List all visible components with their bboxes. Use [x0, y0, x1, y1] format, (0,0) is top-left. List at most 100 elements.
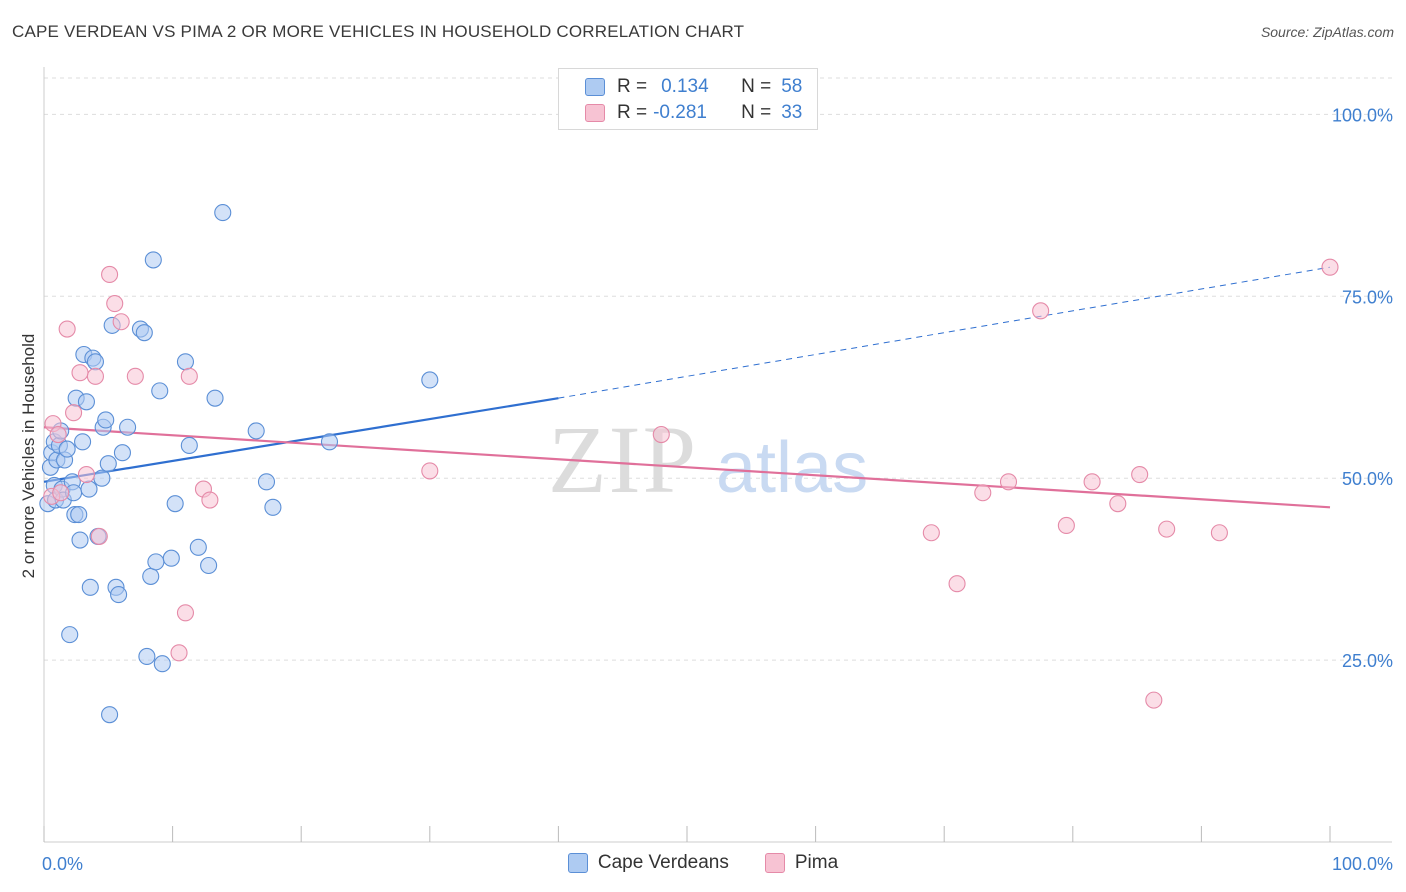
label-layer: 25.0% 50.0% 75.0% 100.0% 0.0% 100.0% — [42, 105, 1393, 874]
data-point-cape-verdeans — [61, 626, 79, 644]
r-value: -0.281 — [653, 102, 707, 123]
data-point-cape-verdeans — [162, 549, 180, 567]
data-point-cape-verdeans — [144, 251, 162, 269]
y-tick-label: 50.0% — [1342, 469, 1393, 489]
data-point-pima — [49, 425, 67, 444]
y-tick-label: 75.0% — [1342, 287, 1393, 307]
data-point-cape-verdeans — [99, 455, 117, 473]
legend-label-pima: Pima — [794, 852, 839, 873]
data-point-cape-verdeans — [74, 433, 92, 451]
legend-item-cape-verdeans: Cape Verdeans — [567, 852, 729, 874]
data-point-pima — [65, 404, 83, 422]
chart-title: CAPE VERDEAN VS PIMA 2 OR MORE VEHICLES … — [12, 22, 745, 41]
data-point-cape-verdeans — [206, 389, 224, 407]
data-point-cape-verdeans — [180, 436, 198, 454]
data-point-pima — [126, 367, 144, 385]
x-tick-label: 0.0% — [42, 854, 83, 874]
data-point-pima — [1145, 691, 1163, 709]
r-label: R = — [617, 76, 648, 97]
y-axis-label: 2 or more Vehicles in Household — [19, 334, 38, 579]
trend-layer — [43, 266, 1331, 509]
data-point-pima — [52, 484, 70, 502]
series-legend: Cape Verdeans Pima — [0, 852, 1406, 874]
pink-swatch — [585, 104, 605, 122]
blue-swatch — [585, 78, 605, 96]
data-point-pima — [1210, 524, 1228, 542]
stats-legend-row-pima: R = -0.281 N = 33 — [585, 101, 802, 125]
data-point-cape-verdeans — [86, 353, 104, 371]
x-tick-label: 100.0% — [1332, 854, 1393, 874]
data-point-cape-verdeans — [176, 353, 195, 371]
data-point-cape-verdeans — [189, 538, 207, 556]
data-point-cape-verdeans — [71, 531, 89, 549]
data-point-cape-verdeans — [147, 553, 165, 571]
data-point-pima — [421, 462, 439, 480]
data-point-cape-verdeans — [247, 422, 265, 440]
data-point-cape-verdeans — [70, 506, 88, 524]
data-point-cape-verdeans — [264, 498, 282, 516]
data-point-pima — [1109, 495, 1127, 513]
data-point-cape-verdeans — [214, 204, 232, 222]
data-point-cape-verdeans — [142, 567, 160, 585]
data-point-cape-verdeans — [153, 655, 171, 673]
y-tick-label: 25.0% — [1342, 651, 1393, 671]
watermark-atlas: atlas — [716, 428, 868, 508]
data-point-pima — [1032, 302, 1050, 320]
stats-legend-row-cape-verdeans: R = 0.134 N = 58 — [585, 75, 802, 99]
n-label: N = — [741, 76, 772, 97]
data-point-cape-verdeans — [110, 586, 128, 604]
data-point-pima — [170, 644, 188, 662]
data-point-pima — [201, 491, 219, 509]
n-label: N = — [741, 102, 772, 123]
data-point-pima — [999, 473, 1018, 491]
data-point-pima — [176, 604, 195, 622]
data-point-cape-verdeans — [138, 647, 156, 666]
trend-line-pima — [43, 426, 1331, 509]
trend-line-cape-verdeans-projection — [558, 266, 1331, 399]
data-point-pima — [77, 466, 95, 484]
r-value: 0.134 — [661, 76, 709, 97]
data-point-pima — [58, 320, 76, 338]
data-point-cape-verdeans — [93, 469, 111, 487]
pink-swatch — [764, 853, 785, 873]
data-point-pima — [974, 484, 992, 502]
data-point-cape-verdeans — [119, 418, 137, 436]
data-point-cape-verdeans — [81, 578, 99, 596]
data-point-cape-verdeans — [97, 411, 115, 429]
stats-legend: R = 0.134 N = 58 R = -0.281 N = 33 — [558, 68, 818, 130]
data-point-cape-verdeans — [113, 444, 131, 462]
data-point-pima — [1131, 466, 1149, 484]
data-point-pima — [948, 575, 966, 593]
data-point-cape-verdeans — [80, 480, 98, 498]
data-point-pima — [1321, 258, 1339, 276]
data-point-pima — [112, 313, 130, 331]
data-point-pima — [1083, 473, 1101, 491]
data-point-pima — [652, 425, 670, 444]
data-point-pima — [90, 527, 108, 545]
data-point-pima — [101, 265, 119, 284]
data-point-pima — [86, 367, 104, 385]
data-point-cape-verdeans — [200, 556, 218, 575]
r-label: R = — [617, 102, 648, 123]
n-value: 33 — [781, 102, 803, 123]
data-point-pima — [1057, 516, 1075, 535]
data-point-cape-verdeans — [101, 706, 119, 724]
data-point-pima — [180, 367, 198, 385]
data-point-pima — [1158, 520, 1176, 538]
legend-item-pima: Pima — [764, 852, 839, 874]
data-point-cape-verdeans — [77, 393, 95, 411]
data-point-pima — [106, 295, 124, 313]
points-layer — [39, 204, 1339, 724]
watermark: ZIP atlas — [548, 406, 868, 513]
blue-swatch — [567, 853, 588, 873]
data-point-cape-verdeans — [58, 440, 76, 458]
data-point-pima — [71, 364, 89, 382]
source-credit: Source: ZipAtlas.com — [1260, 24, 1394, 40]
data-point-cape-verdeans — [320, 433, 339, 451]
n-value: 58 — [781, 76, 803, 97]
grid-layer — [44, 77, 1392, 661]
data-point-cape-verdeans — [135, 324, 153, 342]
legend-label-cape-verdeans: Cape Verdeans — [597, 852, 729, 873]
trend-line-cape-verdeans — [43, 397, 559, 483]
